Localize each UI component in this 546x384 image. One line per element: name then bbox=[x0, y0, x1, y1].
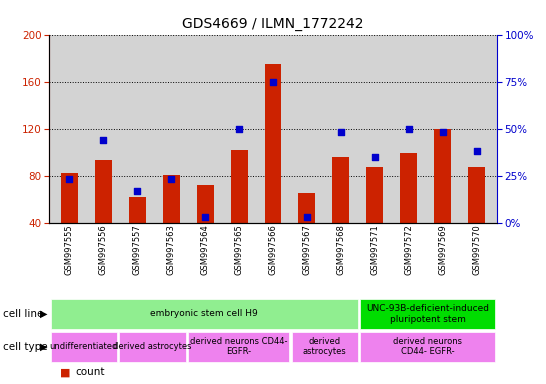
Bar bbox=[400, 153, 417, 223]
Bar bbox=[333, 157, 349, 223]
Text: undifferentiated: undifferentiated bbox=[49, 342, 118, 351]
Text: embryonic stem cell H9: embryonic stem cell H9 bbox=[150, 310, 258, 318]
Point bbox=[269, 79, 277, 85]
Bar bbox=[366, 167, 383, 223]
Bar bbox=[434, 129, 451, 223]
Bar bbox=[360, 299, 495, 329]
Text: cell type: cell type bbox=[3, 341, 48, 352]
Point bbox=[336, 129, 345, 136]
Bar bbox=[51, 299, 358, 329]
Bar bbox=[129, 197, 146, 223]
Bar bbox=[299, 193, 316, 223]
Point bbox=[235, 126, 244, 132]
Point bbox=[201, 214, 210, 220]
Bar bbox=[95, 161, 112, 223]
Point bbox=[133, 188, 142, 194]
Point bbox=[438, 129, 447, 136]
Point bbox=[99, 137, 108, 143]
Text: UNC-93B-deficient-induced
pluripotent stem: UNC-93B-deficient-induced pluripotent st… bbox=[366, 304, 489, 324]
Text: derived
astrocytes: derived astrocytes bbox=[303, 337, 347, 356]
Bar bbox=[51, 331, 117, 362]
Text: ▶: ▶ bbox=[40, 309, 48, 319]
Text: derived neurons CD44-
EGFR-: derived neurons CD44- EGFR- bbox=[190, 337, 287, 356]
Point bbox=[167, 176, 176, 182]
Text: ■: ■ bbox=[60, 367, 70, 377]
Text: cell line: cell line bbox=[3, 309, 43, 319]
Text: GDS4669 / ILMN_1772242: GDS4669 / ILMN_1772242 bbox=[182, 17, 364, 31]
Bar bbox=[197, 185, 213, 223]
Point bbox=[404, 126, 413, 132]
Point bbox=[370, 154, 379, 160]
Text: derived astrocytes: derived astrocytes bbox=[113, 342, 192, 351]
Bar bbox=[468, 167, 485, 223]
Point bbox=[65, 176, 74, 182]
Bar bbox=[264, 64, 282, 223]
Bar bbox=[61, 173, 78, 223]
Text: ▶: ▶ bbox=[40, 341, 48, 352]
Bar bbox=[360, 331, 495, 362]
Point bbox=[472, 148, 481, 154]
Bar bbox=[230, 150, 247, 223]
Bar bbox=[163, 174, 180, 223]
Bar bbox=[120, 331, 186, 362]
Bar bbox=[292, 331, 358, 362]
Text: count: count bbox=[75, 367, 105, 377]
Bar bbox=[188, 331, 289, 362]
Point bbox=[302, 214, 311, 220]
Text: derived neurons
CD44- EGFR-: derived neurons CD44- EGFR- bbox=[394, 337, 462, 356]
